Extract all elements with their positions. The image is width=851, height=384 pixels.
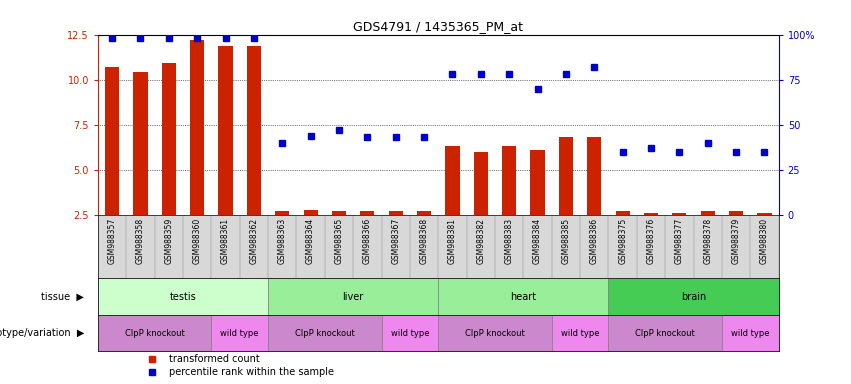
Bar (729, 212, 743, 215)
Bar (162, 63, 176, 215)
Text: wild type: wild type (391, 329, 429, 338)
Bar (615, 212, 630, 215)
Bar (211, 315, 268, 351)
Text: GSM988375: GSM988375 (618, 218, 627, 265)
Bar (700, 212, 715, 215)
Bar (757, 213, 772, 215)
Text: percentile rank within the sample: percentile rank within the sample (169, 366, 334, 377)
Text: liver: liver (343, 291, 363, 302)
Text: GSM988365: GSM988365 (334, 218, 344, 265)
Text: GSM988363: GSM988363 (277, 218, 287, 265)
Text: GSM988362: GSM988362 (249, 218, 259, 264)
Text: testis: testis (169, 291, 197, 302)
Bar (98, 315, 211, 351)
Text: GSM988383: GSM988383 (505, 218, 514, 264)
Bar (438, 315, 551, 351)
Bar (551, 315, 608, 351)
Text: ClpP knockout: ClpP knockout (125, 329, 185, 338)
Text: GSM988384: GSM988384 (533, 218, 542, 264)
Text: GSM988368: GSM988368 (420, 218, 429, 264)
Text: GSM988358: GSM988358 (136, 218, 145, 264)
Text: GSM988360: GSM988360 (192, 218, 202, 265)
Bar (587, 137, 602, 215)
Bar (219, 46, 232, 215)
Text: ClpP knockout: ClpP knockout (295, 329, 355, 338)
Bar (608, 278, 779, 315)
Bar (105, 67, 119, 215)
Bar (360, 212, 374, 215)
Bar (474, 152, 488, 215)
Bar (98, 278, 268, 315)
Bar (672, 213, 687, 215)
Text: ClpP knockout: ClpP knockout (636, 329, 695, 338)
Text: ClpP knockout: ClpP knockout (465, 329, 525, 338)
Text: genotype/variation  ▶: genotype/variation ▶ (0, 328, 84, 338)
Bar (608, 315, 722, 351)
Bar (389, 212, 403, 215)
Text: GSM988364: GSM988364 (306, 218, 315, 265)
Bar (417, 212, 431, 215)
Text: transformed count: transformed count (169, 354, 260, 364)
Text: GSM988385: GSM988385 (562, 218, 570, 264)
Text: GSM988366: GSM988366 (363, 218, 372, 265)
Bar (502, 146, 517, 215)
Bar (381, 315, 438, 351)
Bar (304, 210, 317, 215)
Bar (190, 40, 204, 215)
Bar (247, 46, 261, 215)
Text: GSM988386: GSM988386 (590, 218, 599, 264)
Text: GSM988380: GSM988380 (760, 218, 769, 264)
Text: GSM988367: GSM988367 (391, 218, 400, 265)
Text: GSM988357: GSM988357 (107, 218, 117, 265)
Bar (275, 212, 289, 215)
Bar (559, 137, 573, 215)
Text: tissue  ▶: tissue ▶ (42, 291, 84, 302)
Text: GSM988376: GSM988376 (647, 218, 655, 265)
Bar (445, 146, 460, 215)
Bar (644, 213, 658, 215)
Text: GSM988361: GSM988361 (221, 218, 230, 264)
Text: heart: heart (511, 291, 536, 302)
Bar (268, 278, 438, 315)
Bar (134, 73, 147, 215)
Text: brain: brain (681, 291, 706, 302)
Text: wild type: wild type (731, 329, 769, 338)
Text: wild type: wild type (220, 329, 259, 338)
Text: wild type: wild type (561, 329, 599, 338)
Bar (438, 278, 608, 315)
Text: GSM988379: GSM988379 (732, 218, 740, 265)
Text: GSM988378: GSM988378 (703, 218, 712, 264)
Text: GSM988377: GSM988377 (675, 218, 684, 265)
Bar (332, 212, 346, 215)
Bar (268, 315, 381, 351)
Text: GSM988382: GSM988382 (477, 218, 485, 264)
Text: GSM988381: GSM988381 (448, 218, 457, 264)
Title: GDS4791 / 1435365_PM_at: GDS4791 / 1435365_PM_at (353, 20, 523, 33)
Text: GSM988359: GSM988359 (164, 218, 174, 265)
Bar (530, 150, 545, 215)
Bar (722, 315, 779, 351)
